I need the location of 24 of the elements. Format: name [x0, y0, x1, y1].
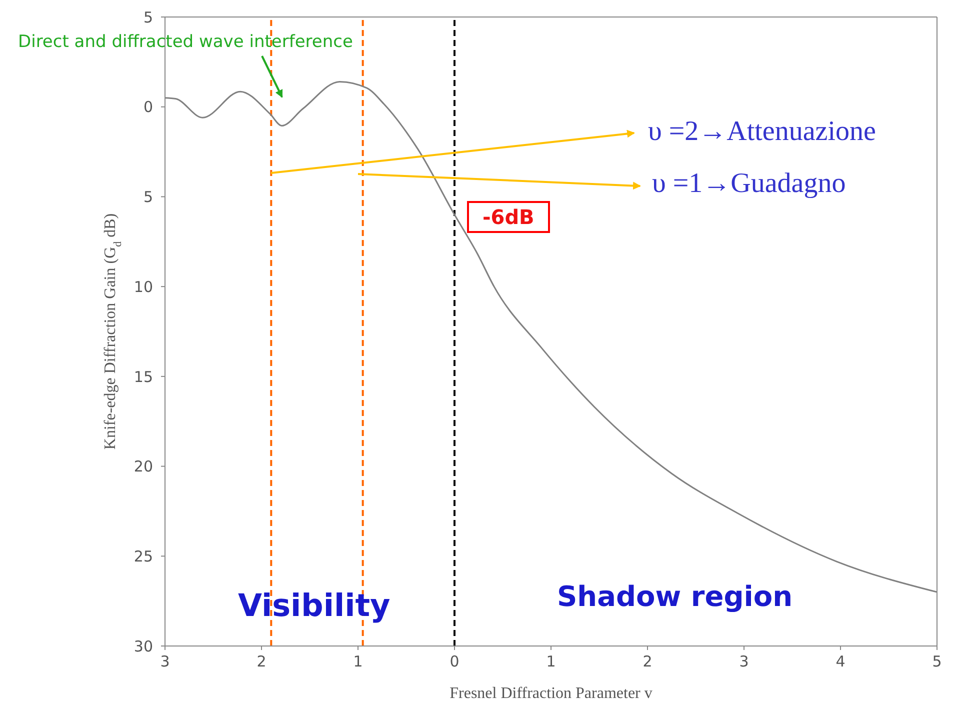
y-tick-label: 20: [134, 458, 153, 476]
x-tick-label: 1: [546, 652, 556, 671]
x-tick-label: 2: [256, 652, 266, 671]
x-tick-label: 2: [642, 652, 652, 671]
x-tick-label: 1: [353, 652, 363, 671]
x-tick-label: 5: [932, 652, 942, 671]
y-tick-label: 30: [134, 637, 153, 656]
annotation: -6dB: [466, 200, 550, 233]
x-tick-label: 4: [836, 652, 846, 671]
y-tick-label: 15: [134, 368, 153, 386]
x-axis-title: Fresnel Diffraction Parameter v: [450, 685, 652, 701]
annotation: υ =1→Guadagno: [652, 168, 846, 200]
annotation: Visibility: [238, 588, 390, 624]
y-tick-label: 5: [143, 8, 153, 26]
y-tick-label: 0: [143, 98, 153, 116]
x-tick-label: 3: [160, 652, 170, 671]
y-tick-label: 25: [134, 547, 153, 566]
x-tick-label: 3: [739, 652, 749, 671]
annotation: υ =2→Attenuazione: [648, 116, 876, 148]
annotation: Shadow region: [557, 580, 792, 613]
x-tick-label: 0: [450, 652, 460, 671]
y-tick-label: 10: [134, 278, 153, 296]
y-tick-label: 5: [143, 188, 153, 206]
annotation: Direct and diffracted wave interference: [18, 32, 353, 52]
